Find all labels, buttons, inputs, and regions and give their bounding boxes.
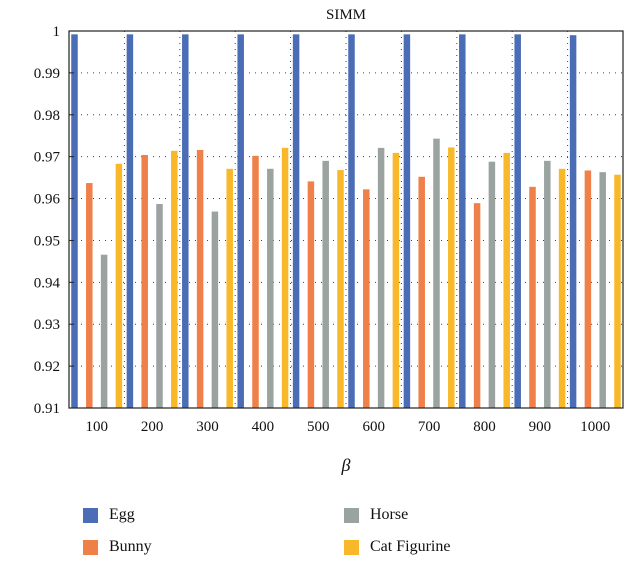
- x-tick-label: 900: [529, 419, 552, 435]
- y-tick-label: 0.97: [34, 150, 61, 166]
- y-tick-label: 0.93: [34, 317, 60, 333]
- bar-bunny-900: [529, 186, 536, 408]
- bar-horse-500: [322, 160, 329, 408]
- y-tick-label: 0.95: [34, 233, 60, 249]
- legend-label-egg: Egg: [109, 506, 135, 523]
- y-tick-label: 0.99: [34, 66, 60, 82]
- y-tick-label: 1: [53, 24, 61, 40]
- x-tick-label: 200: [141, 419, 164, 435]
- bar-bunny-800: [473, 203, 481, 408]
- y-tick-label: 0.92: [34, 359, 60, 375]
- legend: Egg Bunny Horse Cat Figurine: [83, 504, 603, 560]
- legend-item-horse: Horse: [344, 504, 408, 526]
- chart-title: SIMM: [326, 7, 366, 23]
- bar-horse-1000: [599, 172, 606, 408]
- bar-egg-600: [348, 34, 355, 409]
- bar-cat-figurine-600: [392, 152, 400, 408]
- bar-cat-figurine-700: [448, 147, 455, 408]
- bar-horse-900: [544, 160, 551, 408]
- legend-swatch-horse: [344, 507, 359, 523]
- legend-swatch-cat-figurine: [344, 539, 359, 555]
- bar-horse-300: [211, 211, 219, 408]
- bar-egg-300: [182, 34, 189, 409]
- x-tick-label: 400: [252, 419, 275, 435]
- bar-cat-figurine-1000: [614, 174, 621, 408]
- bar-horse-100: [100, 254, 108, 408]
- bar-egg-800: [459, 34, 466, 409]
- plot-frame: [68, 30, 624, 409]
- bar-cat-figurine-100: [115, 163, 123, 408]
- legend-item-cat-figurine: Cat Figurine: [344, 536, 450, 558]
- bar-egg-700: [403, 34, 411, 409]
- y-tick-label: 0.98: [34, 108, 60, 124]
- bar-bunny-1000: [584, 170, 592, 408]
- bar-horse-700: [433, 138, 440, 408]
- x-axis: 100 200 300 400 500 600 700 800 900 1000: [85, 419, 610, 435]
- bar-cat-figurine-400: [281, 147, 289, 408]
- bar-bunny-500: [307, 181, 315, 408]
- bar-horse-800: [488, 161, 496, 408]
- bar-egg-400: [237, 34, 244, 409]
- bar-egg-500: [292, 34, 300, 409]
- bar-bunny-600: [363, 189, 370, 408]
- legend-label-horse: Horse: [370, 506, 409, 523]
- legend-item-bunny: Bunny: [83, 536, 152, 558]
- bar-bunny-300: [196, 149, 204, 408]
- bar-horse-200: [156, 204, 163, 408]
- legend-swatch-egg: [83, 507, 98, 523]
- simm-bar-chart: SIMM 0.910.920.930.940.950.960.970.980.9…: [34, 7, 624, 475]
- x-tick-label: 500: [307, 419, 330, 435]
- bar-horse-600: [377, 147, 385, 408]
- bar-cat-figurine-900: [558, 168, 566, 408]
- x-tick-label: 100: [85, 419, 108, 435]
- bar-cat-figurine-200: [171, 150, 178, 408]
- bar-egg-900: [514, 34, 521, 409]
- bar-bunny-700: [418, 176, 425, 408]
- bar-cat-figurine-500: [337, 170, 344, 408]
- y-tick-label: 0.96: [34, 192, 61, 208]
- bar-bunny-400: [252, 155, 259, 408]
- bar-cat-figurine-800: [503, 152, 510, 408]
- legend-label-bunny: Bunny: [109, 538, 152, 555]
- x-tick-label: 600: [362, 419, 385, 435]
- x-axis-label: β: [341, 455, 351, 475]
- x-tick-label: 300: [196, 419, 219, 435]
- bar-horse-400: [267, 168, 274, 408]
- bar-egg-100: [71, 34, 78, 409]
- bar-bunny-200: [141, 154, 148, 408]
- legend-item-egg: Egg: [83, 504, 135, 526]
- y-tick-label: 0.91: [34, 401, 60, 417]
- x-tick-label: 800: [473, 419, 496, 435]
- x-tick-label: 700: [418, 419, 441, 435]
- y-axis: 0.91 0.92 0.93 0.94 0.95 0.96 0.97 0.98 0.99 1: [34, 24, 74, 417]
- legend-label-cat-figurine: Cat Figurine: [370, 538, 451, 555]
- bar-egg-1000: [569, 35, 577, 408]
- x-tick-label: 1000: [580, 419, 610, 435]
- bar-bunny-100: [86, 183, 93, 408]
- legend-swatch-bunny: [83, 539, 98, 555]
- grid-lines: [69, 31, 623, 408]
- bar-egg-200: [126, 34, 134, 409]
- bar-cat-figurine-300: [226, 168, 233, 408]
- bars-group: [71, 34, 621, 409]
- y-tick-label: 0.94: [34, 275, 61, 291]
